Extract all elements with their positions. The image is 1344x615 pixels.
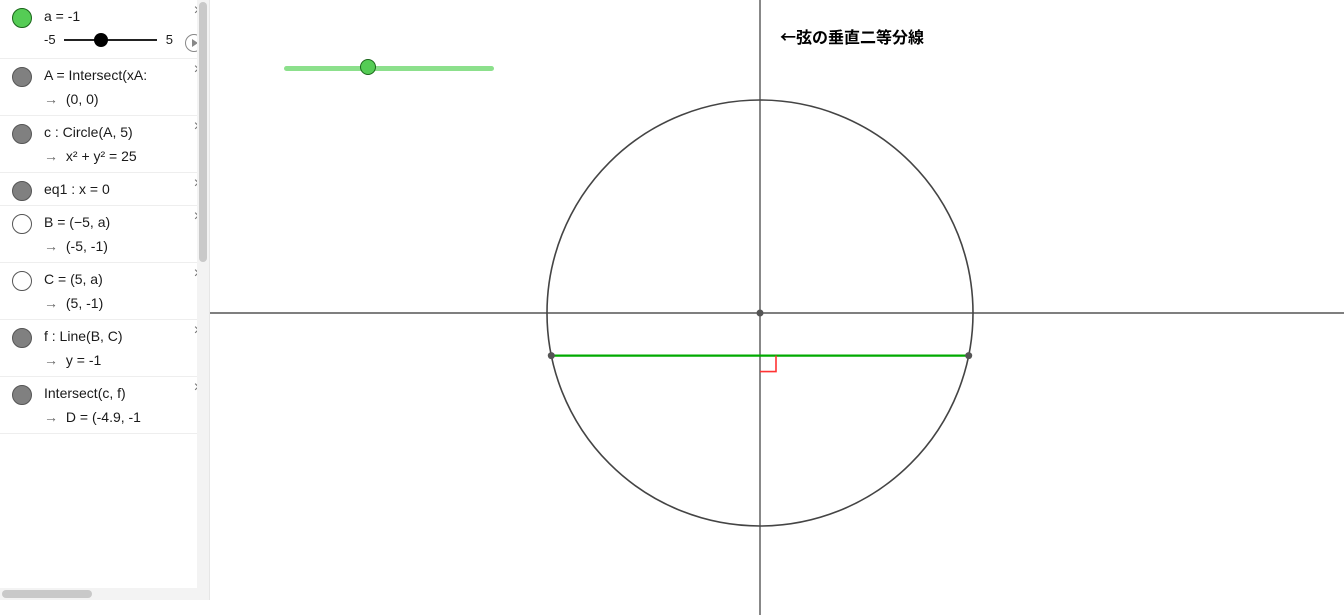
perpendicular-bisector-label: ←弦の垂直二等分線	[780, 24, 924, 48]
graphics-svg	[210, 0, 1344, 615]
object-value: → y = -1	[44, 352, 203, 368]
slider-label: a = -1	[44, 8, 203, 24]
object-value-text: x² + y² = 25	[66, 148, 137, 164]
object-definition: eq1 : x = 0	[44, 181, 203, 197]
arrow-icon: →	[44, 409, 62, 425]
object-definition: B = (−5, a)	[44, 214, 203, 230]
visibility-toggle[interactable]	[12, 328, 32, 348]
algebra-row[interactable]: ×A = Intersect(xA:→ (0, 0)	[0, 59, 209, 116]
object-definition: A = Intersect(xA:	[44, 67, 203, 83]
point-E[interactable]	[965, 352, 972, 359]
point-A[interactable]	[757, 310, 764, 317]
floating-slider-a[interactable]	[284, 57, 494, 77]
visibility-toggle[interactable]	[12, 8, 32, 28]
floating-slider-knob[interactable]	[360, 59, 376, 75]
mini-slider-knob[interactable]	[94, 33, 108, 47]
object-value-text: (0, 0)	[66, 91, 99, 107]
algebra-row[interactable]: ×eq1 : x = 0	[0, 173, 209, 206]
right-angle-marker	[760, 356, 776, 372]
floating-slider-track[interactable]	[284, 66, 494, 71]
object-value: → (0, 0)	[44, 91, 203, 107]
algebra-row[interactable]: ×C = (5, a)→ (5, -1)	[0, 263, 209, 320]
visibility-toggle[interactable]	[12, 385, 32, 405]
panel-scrollbar-vertical[interactable]	[197, 0, 209, 600]
algebra-row[interactable]: ×B = (−5, a)→ (-5, -1)	[0, 206, 209, 263]
visibility-toggle[interactable]	[12, 124, 32, 144]
object-value-text: (-5, -1)	[66, 238, 108, 254]
algebra-row[interactable]: ×Intersect(c, f)→ D = (-4.9, -1	[0, 377, 209, 434]
object-value: → D = (-4.9, -1	[44, 409, 203, 425]
slider-max: 5	[166, 32, 173, 47]
arrow-icon: →	[44, 352, 62, 368]
algebra-row[interactable]: ×a = -1-55	[0, 0, 209, 59]
object-definition: Intersect(c, f)	[44, 385, 203, 401]
visibility-toggle[interactable]	[12, 181, 32, 201]
arrow-icon: →	[44, 91, 62, 107]
object-value-text: (5, -1)	[66, 295, 103, 311]
scrollbar-thumb-h[interactable]	[2, 590, 92, 598]
object-definition: c : Circle(A, 5)	[44, 124, 203, 140]
visibility-toggle[interactable]	[12, 271, 32, 291]
object-value: → x² + y² = 25	[44, 148, 203, 164]
algebra-row[interactable]: ×f : Line(B, C)→ y = -1	[0, 320, 209, 377]
scrollbar-thumb-v[interactable]	[199, 2, 207, 262]
object-value: → (5, -1)	[44, 295, 203, 311]
mini-slider[interactable]: -5 5	[44, 30, 203, 50]
arrow-icon: →	[44, 238, 62, 254]
visibility-toggle[interactable]	[12, 67, 32, 87]
arrow-icon: →	[44, 295, 62, 311]
mini-slider-track[interactable]	[64, 39, 157, 41]
object-value-text: D = (-4.9, -1	[66, 409, 141, 425]
algebra-items: ×a = -1-55×A = Intersect(xA:→ (0, 0)×c :…	[0, 0, 209, 434]
object-value-text: y = -1	[66, 352, 101, 368]
slider-min: -5	[44, 32, 56, 47]
graphics-view[interactable]: ←弦の垂直二等分線	[210, 0, 1344, 615]
arrow-icon: →	[44, 148, 62, 164]
algebra-row[interactable]: ×c : Circle(A, 5)→ x² + y² = 25	[0, 116, 209, 173]
point-D[interactable]	[548, 352, 555, 359]
visibility-toggle[interactable]	[12, 214, 32, 234]
algebra-panel: ×a = -1-55×A = Intersect(xA:→ (0, 0)×c :…	[0, 0, 210, 600]
object-definition: f : Line(B, C)	[44, 328, 203, 344]
object-value: → (-5, -1)	[44, 238, 203, 254]
panel-scrollbar-horizontal[interactable]	[0, 588, 209, 600]
object-definition: C = (5, a)	[44, 271, 203, 287]
